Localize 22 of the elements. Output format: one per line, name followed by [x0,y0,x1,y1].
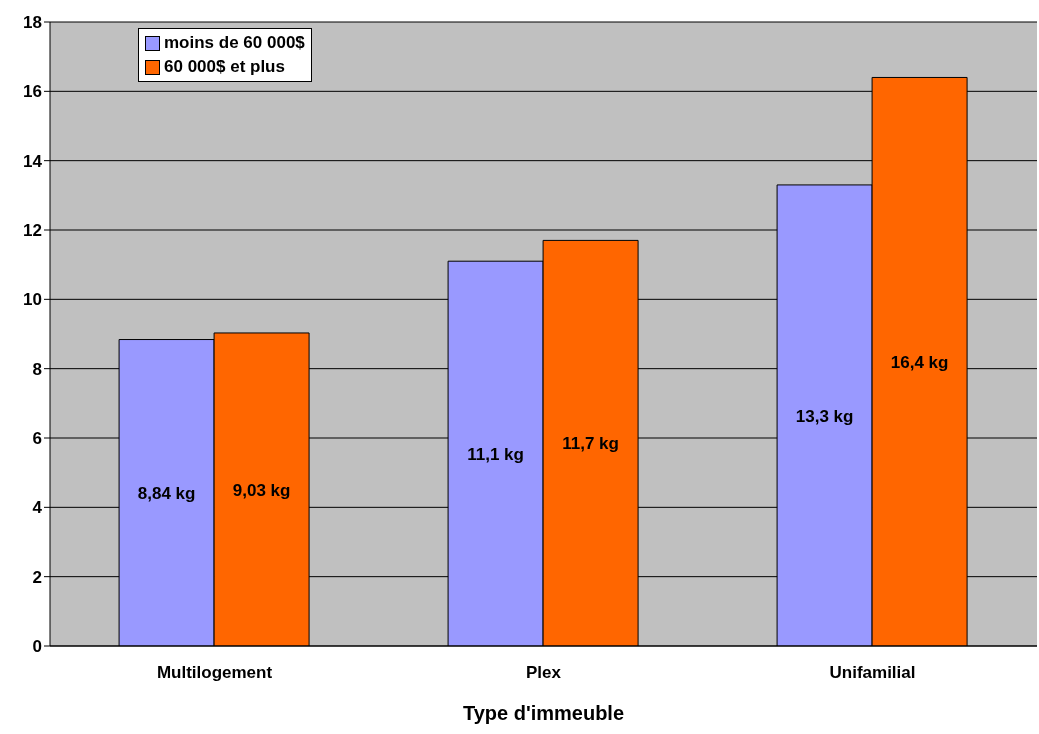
x-tick-label: Unifamilial [829,663,916,683]
y-tick-label: 0 [32,637,42,657]
data-label: 9,03 kg [232,480,291,500]
data-label: 11,7 kg [562,434,619,454]
y-tick-label: 6 [32,429,42,449]
y-tick-label: 12 [23,221,42,241]
data-label: 11,1 kg [467,444,524,464]
y-tick-label: 8 [32,359,42,379]
x-tick-label: Plex [526,663,562,683]
data-label: 8,84 kg [137,483,196,503]
y-tick-label: 16 [23,82,42,102]
y-tick-label: 18 [23,13,42,33]
y-tick-label: 4 [32,498,43,518]
data-label: 16,4 kg [890,352,949,372]
legend-label: moins de 60 000$ [164,33,305,53]
x-axis-title: Type d'immeuble [462,702,625,724]
y-tick-label: 2 [32,567,42,587]
y-tick-label: 10 [23,290,42,310]
y-tick-label: 14 [23,151,43,171]
x-tick-label: Multilogement [156,663,273,683]
data-label: 13,3 kg [795,406,854,426]
legend-label: 60 000$ et plus [164,57,285,77]
